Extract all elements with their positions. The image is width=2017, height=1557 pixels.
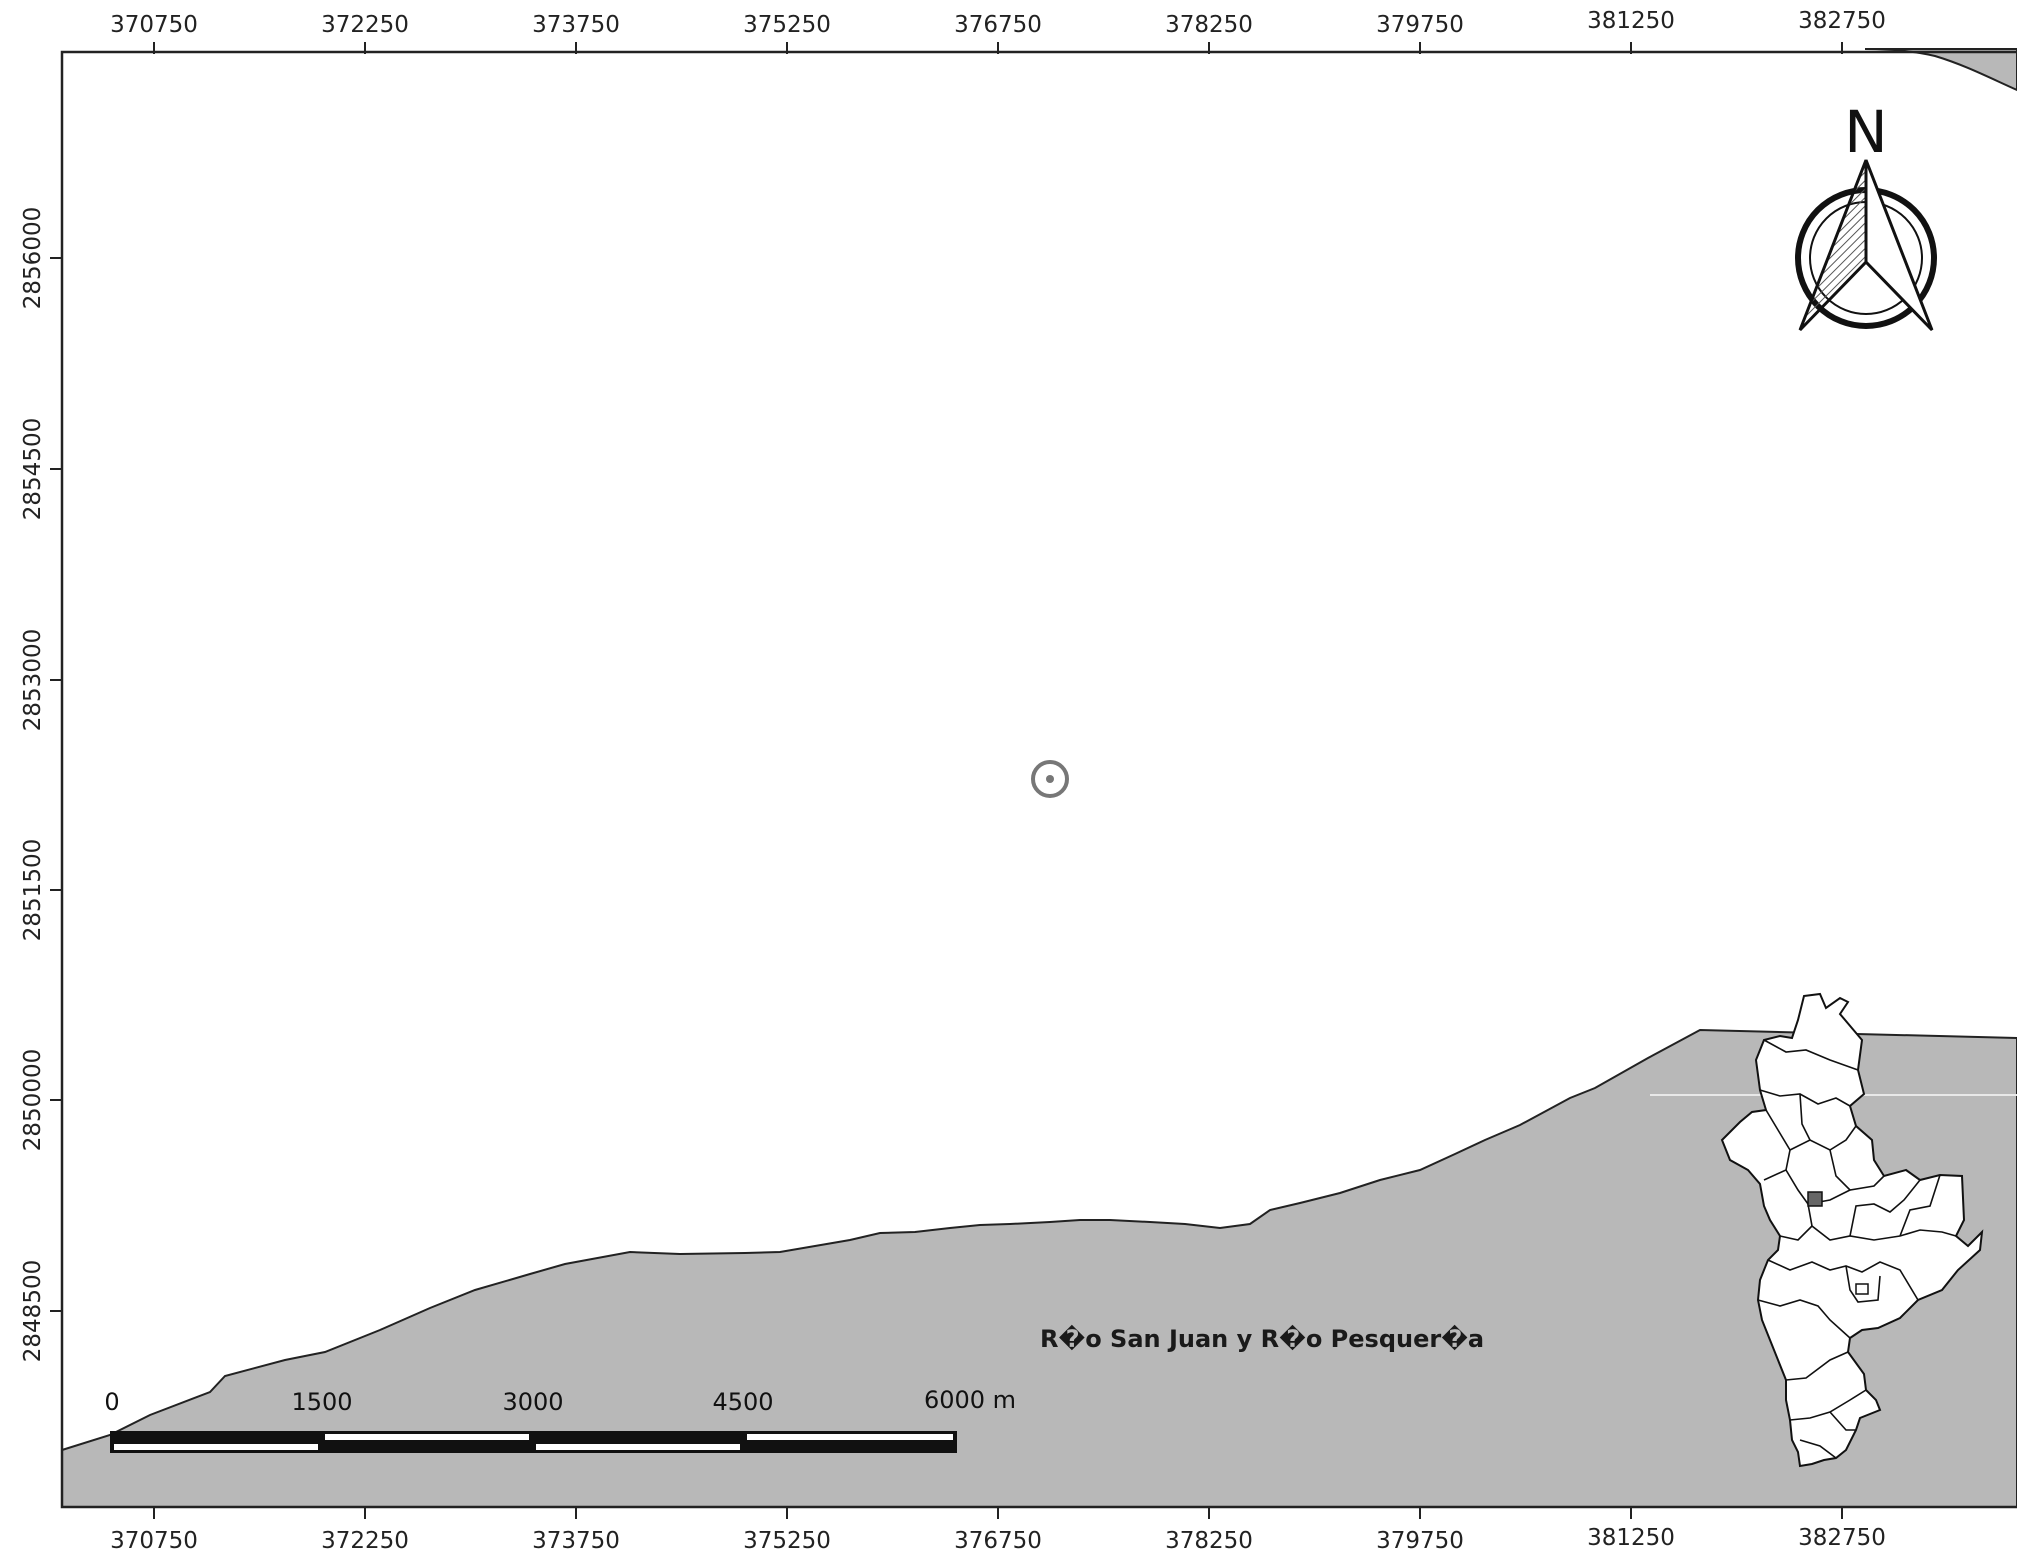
x-tick-top: 373750 bbox=[532, 12, 620, 38]
north-arrow-left-half bbox=[1798, 159, 1868, 332]
scale-label: 4500 bbox=[712, 1388, 773, 1416]
inset-small-square bbox=[1855, 1283, 1869, 1295]
x-tick-bottom: 372250 bbox=[321, 1528, 409, 1554]
region-label: R�o San Juan y R�o Pesquer�a bbox=[1040, 1324, 1484, 1353]
scale-bar: 0 1500 3000 4500 6000 m bbox=[104, 1386, 1016, 1453]
left-axis: 2856000 2854500 2853000 2851500 2850000 … bbox=[20, 207, 62, 1362]
scale-label: 6000 m bbox=[924, 1386, 1016, 1414]
x-tick-bottom: 381250 bbox=[1587, 1525, 1675, 1551]
location-marker[interactable] bbox=[1031, 760, 1069, 798]
x-tick-bottom: 379750 bbox=[1376, 1528, 1464, 1554]
x-tick-top: 379750 bbox=[1376, 12, 1464, 38]
map-frame bbox=[60, 50, 2017, 1509]
locator-inset-map bbox=[1720, 992, 1984, 1468]
north-arrow-right-half bbox=[1864, 159, 1934, 332]
x-tick-bottom: 375250 bbox=[743, 1528, 831, 1554]
top-axis: 370750 372250 373750 375250 376750 37825… bbox=[110, 8, 1886, 54]
inset-highlight-municipality bbox=[1807, 1191, 1823, 1207]
x-tick-bottom: 382750 bbox=[1798, 1525, 1886, 1551]
scale-segment bbox=[536, 1444, 740, 1450]
x-tick-top: 370750 bbox=[110, 12, 198, 38]
north-arrow: N bbox=[1795, 98, 1937, 332]
x-tick-top: 378250 bbox=[1165, 12, 1253, 38]
north-label: N bbox=[1844, 98, 1887, 166]
river-basin-area-top bbox=[1864, 48, 2017, 92]
scale-label: 0 bbox=[104, 1388, 119, 1416]
y-tick: 2853000 bbox=[20, 629, 46, 731]
x-tick-top: 381250 bbox=[1587, 8, 1675, 34]
x-tick-bottom: 370750 bbox=[110, 1528, 198, 1554]
x-tick-top: 382750 bbox=[1798, 8, 1886, 34]
scale-segment bbox=[747, 1434, 953, 1440]
x-tick-bottom: 376750 bbox=[954, 1528, 1042, 1554]
y-tick: 2850000 bbox=[20, 1049, 46, 1151]
y-tick: 2851500 bbox=[20, 839, 46, 941]
x-tick-top: 375250 bbox=[743, 12, 831, 38]
scale-segment bbox=[114, 1444, 318, 1450]
x-tick-bottom: 378250 bbox=[1165, 1528, 1253, 1554]
bottom-axis: 370750 372250 373750 375250 376750 37825… bbox=[110, 1507, 1886, 1554]
x-tick-top: 376750 bbox=[954, 12, 1042, 38]
scale-bar-outline bbox=[110, 1431, 957, 1453]
scale-label: 3000 bbox=[502, 1388, 563, 1416]
x-tick-bottom: 373750 bbox=[532, 1528, 620, 1554]
inset-municipality-borders bbox=[1757, 1039, 1957, 1459]
y-tick: 2854500 bbox=[20, 418, 46, 520]
y-tick: 2848500 bbox=[20, 1260, 46, 1362]
scale-label: 1500 bbox=[291, 1388, 352, 1416]
scale-segment bbox=[325, 1434, 529, 1440]
river-basin-area bbox=[61, 1028, 2017, 1508]
y-tick: 2856000 bbox=[20, 207, 46, 309]
x-tick-top: 372250 bbox=[321, 12, 409, 38]
